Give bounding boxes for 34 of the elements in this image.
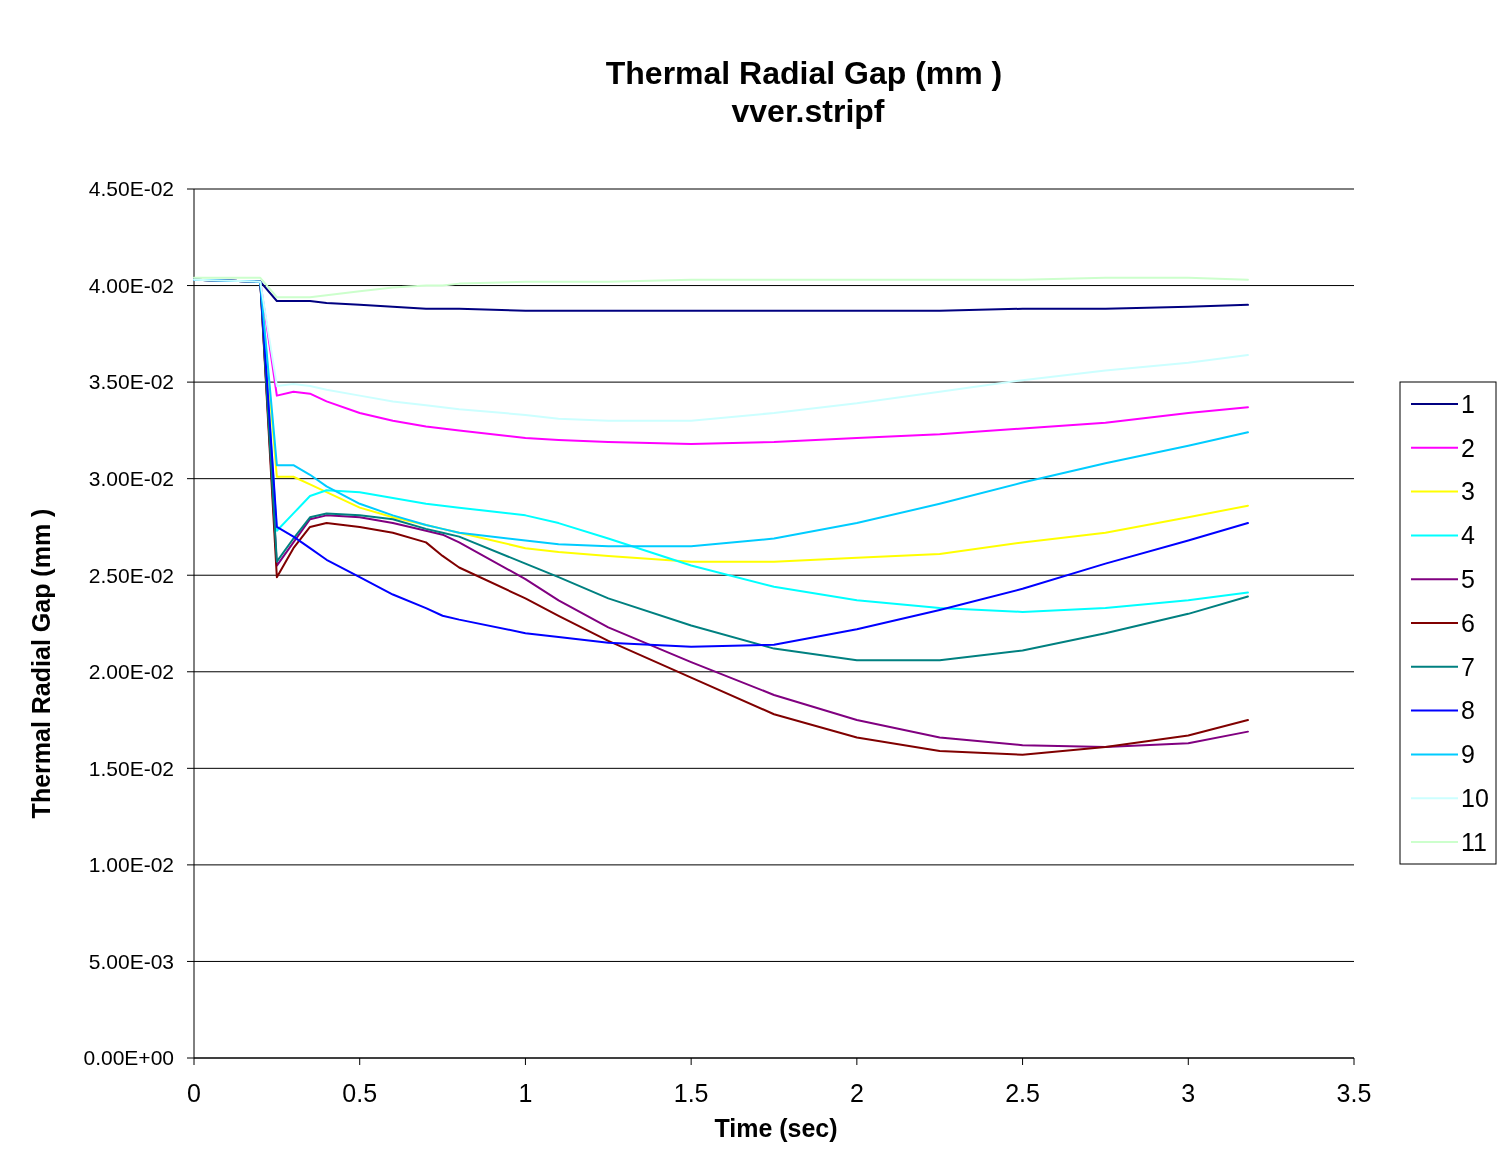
y-tick-label: 2.50E-02 — [88, 563, 174, 587]
y-tick-label: 2.00E-02 — [88, 660, 174, 684]
legend-label: 10 — [1461, 783, 1489, 812]
y-axis-title: Thermal Radial Gap (mm ) — [27, 508, 55, 819]
x-tick-label: 1 — [518, 1079, 533, 1107]
y-tick-label: 5.00E-03 — [88, 949, 174, 973]
legend-label: 8 — [1461, 696, 1475, 725]
x-axis-title: Time (sec) — [714, 1114, 838, 1142]
x-tick-label: 2.5 — [1005, 1079, 1040, 1107]
chart-subtitle: vver.stripf — [731, 93, 885, 129]
y-tick-label: 1.00E-02 — [88, 853, 174, 877]
y-tick-label: 0.00E+00 — [83, 1046, 174, 1070]
y-tick-label: 3.50E-02 — [88, 370, 174, 394]
chart-title: Thermal Radial Gap (mm ) — [605, 55, 1003, 91]
line-series — [193, 276, 1249, 299]
y-tick-label: 3.00E-02 — [88, 467, 174, 491]
legend-label: 11 — [1461, 827, 1487, 856]
legend-label: 5 — [1461, 564, 1475, 593]
x-tick-label: 1.5 — [673, 1079, 709, 1107]
y-tick-label: 4.00E-02 — [88, 273, 174, 297]
legend-label: 9 — [1461, 740, 1475, 769]
x-tick-label: 3.5 — [1336, 1079, 1372, 1107]
x-tick-label: 3 — [1181, 1079, 1196, 1107]
legend-label: 3 — [1461, 477, 1475, 506]
legend-label: 4 — [1461, 521, 1475, 550]
y-tick-label: 4.50E-02 — [88, 177, 174, 201]
x-tick-label: 0 — [187, 1079, 201, 1107]
legend-label: 1 — [1461, 389, 1475, 418]
y-tick-label: 1.50E-02 — [88, 756, 174, 780]
x-tick-label: 2 — [849, 1079, 864, 1107]
x-tick-label: 0.5 — [342, 1079, 378, 1107]
legend-label: 2 — [1461, 433, 1475, 462]
legend-label: 7 — [1461, 652, 1475, 681]
legend-label: 6 — [1461, 608, 1475, 637]
